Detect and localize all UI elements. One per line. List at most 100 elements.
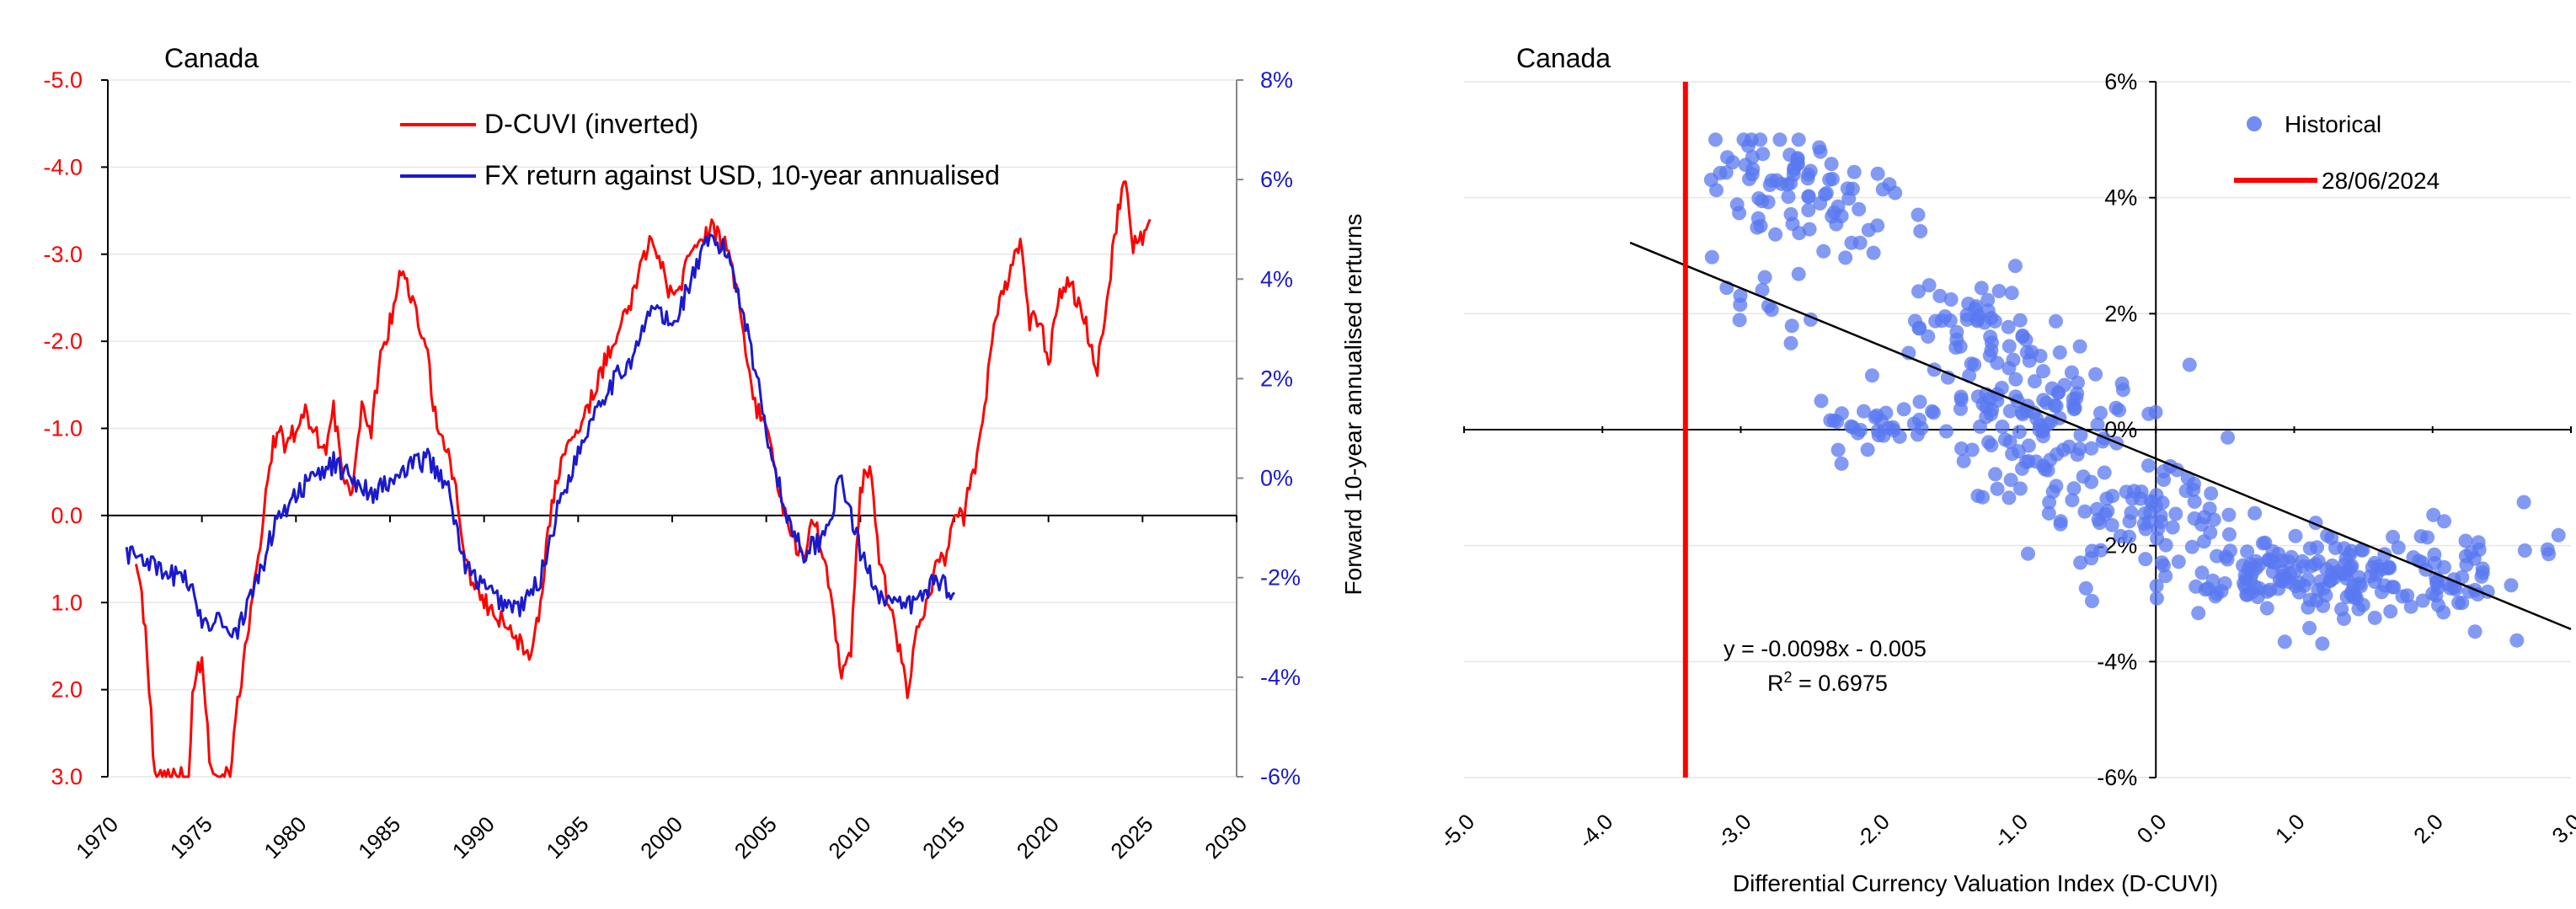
- scatter-point: [1991, 284, 2007, 298]
- scatter-point: [2458, 548, 2473, 564]
- scatter-point: [1846, 164, 1862, 179]
- scatter-point: [2386, 529, 2401, 544]
- scatter-point: [2420, 530, 2435, 545]
- right-chart-title: Canada: [1516, 43, 1611, 73]
- right-y-tick-label: 6%: [2104, 69, 2137, 94]
- scatter-point: [1987, 313, 2002, 329]
- scatter-point: [2072, 339, 2087, 354]
- scatter-point: [2551, 527, 2566, 543]
- scatter-point: [1781, 190, 1796, 204]
- right-x-tick-label: -5.0: [1435, 809, 1479, 853]
- scatter-point: [2475, 565, 2490, 580]
- scatter-point: [2180, 470, 2195, 485]
- scatter-point: [1956, 453, 1971, 468]
- scatter-point: [1729, 197, 1745, 212]
- scatter-point: [1755, 282, 1770, 297]
- scatter-point: [1838, 250, 1853, 265]
- scatter-point: [1709, 183, 1724, 198]
- scatter-point: [2302, 621, 2317, 635]
- scatter-point: [1912, 394, 1927, 409]
- scatter-point: [2221, 430, 2236, 445]
- scatter-point: [2036, 393, 2051, 408]
- scatter-point: [1787, 160, 1802, 175]
- scatter-point: [2012, 481, 2028, 496]
- scatter-point: [2022, 353, 2037, 368]
- scatter-point: [1829, 217, 1844, 232]
- scatter-point: [2406, 550, 2421, 565]
- scatter-point: [2189, 579, 2204, 594]
- scatter-point: [2352, 576, 2367, 591]
- scatter-point: [2066, 481, 2082, 496]
- scatter-point: [2451, 596, 2466, 610]
- scatter-point: [1861, 222, 1876, 238]
- scatter-point: [1834, 406, 1849, 421]
- scatter-point: [1851, 425, 1866, 441]
- scatter-point: [2504, 578, 2519, 593]
- legend-label-current: 28/06/2024: [2322, 168, 2440, 194]
- scatter-point: [2156, 558, 2171, 573]
- scatter-point: [2112, 403, 2127, 418]
- right-y-tick-label: -4%: [2097, 649, 2137, 674]
- left-y-tick-label: 0.0: [51, 503, 83, 528]
- right-x-axis-label: Differential Currency Valuation Index (D…: [1733, 870, 2218, 896]
- scatter-point: [1967, 357, 1982, 372]
- scatter-point: [2171, 554, 2186, 569]
- scatter-point: [2012, 313, 2028, 328]
- scatter-point: [1984, 438, 1999, 452]
- scatter-point: [2310, 540, 2324, 555]
- scatter-point: [1926, 405, 1941, 420]
- scatter-point: [2084, 551, 2098, 566]
- scatter-point: [2240, 544, 2255, 559]
- scatter-point: [2383, 604, 2398, 619]
- scatter-point: [1937, 309, 1953, 324]
- scatter-point: [1791, 132, 1806, 147]
- trendline: [1629, 241, 2572, 630]
- scatter-point: [2001, 361, 2017, 376]
- scatter-point: [2138, 552, 2153, 567]
- scatter-point: [2053, 516, 2068, 532]
- scatter-point: [1824, 157, 1839, 172]
- fx-return-series-line: [125, 233, 956, 640]
- scatter-point: [1860, 442, 1875, 457]
- scatter-point: [1732, 313, 1747, 328]
- scatter-point: [2395, 589, 2410, 604]
- scatter-point: [2093, 543, 2108, 558]
- left-chart: -5.0 -4.0 -3.0 -2.0 -1.0 0.0 1.0 2.0 3.0 8% 6% 4% 2%…: [43, 43, 1301, 864]
- scatter-point: [2021, 454, 2036, 468]
- scatter-point: [2202, 501, 2217, 516]
- scatter-point: [2261, 552, 2276, 567]
- right-x-tick-label: -3.0: [1712, 809, 1756, 853]
- scatter-point: [2455, 569, 2470, 585]
- scatter-point: [2281, 554, 2296, 569]
- left-chart-title: Canada: [164, 43, 259, 73]
- scatter-point: [2104, 517, 2119, 532]
- right-y-tick-label: 2%: [2104, 301, 2137, 326]
- left-y-tick-label: -5.0: [43, 67, 83, 93]
- scatter-point: [2377, 578, 2392, 593]
- scatter-point: [2088, 366, 2103, 382]
- scatter-point: [2093, 405, 2108, 420]
- scatter-point: [1791, 266, 1806, 281]
- scatter-point: [1802, 222, 1817, 237]
- scatter-point: [1911, 207, 1926, 222]
- scatter-point: [1801, 203, 1816, 217]
- r-squared-label: R2 = 0.6975: [1767, 669, 1888, 696]
- scatter-point: [2288, 528, 2303, 543]
- scatter-point: [2247, 505, 2263, 521]
- scatter-point: [2210, 548, 2225, 564]
- left-x-tick-label: 2005: [730, 811, 782, 864]
- scatter-point: [1913, 224, 1928, 238]
- scatter-point: [2221, 507, 2237, 522]
- scatter-point: [1974, 281, 1989, 296]
- scatter-point: [2430, 580, 2445, 596]
- scatter-point: [2035, 422, 2050, 437]
- left-x-tick-label: 2030: [1200, 811, 1252, 864]
- scatter-point: [1813, 144, 1828, 159]
- scatter-point: [1954, 441, 1969, 456]
- scatter-point: [1990, 356, 2005, 371]
- scatter-point: [1761, 298, 1776, 313]
- legend-label-historical: Historical: [2285, 111, 2381, 137]
- scatter-point: [2149, 591, 2164, 606]
